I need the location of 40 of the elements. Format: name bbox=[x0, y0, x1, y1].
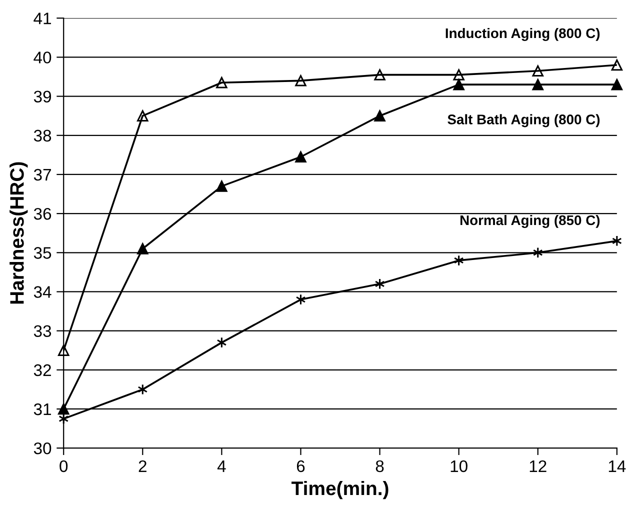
y-tick-label: 34 bbox=[34, 286, 52, 298]
x-tick-label: 0 bbox=[60, 460, 68, 472]
x-tick-label: 10 bbox=[450, 460, 468, 472]
point bbox=[374, 69, 386, 80]
x-tick-label: 4 bbox=[217, 460, 226, 472]
point bbox=[374, 110, 386, 122]
y-tick-label: 32 bbox=[34, 364, 51, 376]
y-tick-label: 41 bbox=[34, 12, 51, 24]
y-tick-label: 39 bbox=[34, 90, 52, 103]
point bbox=[216, 180, 228, 192]
y-axis-title: Hardness(HRC) bbox=[10, 162, 28, 304]
y-tick-label: 38 bbox=[34, 130, 52, 142]
point bbox=[137, 110, 148, 122]
point bbox=[453, 69, 464, 80]
series-label: Normal Aging (850 C) bbox=[460, 214, 600, 228]
y-tick-label: 31 bbox=[34, 403, 51, 416]
point bbox=[532, 65, 544, 77]
x-tick-label: 6 bbox=[296, 460, 305, 472]
point bbox=[611, 59, 623, 71]
x-axis-title: Time(min.) bbox=[292, 480, 388, 500]
y-tick-label: 30 bbox=[34, 442, 52, 454]
point bbox=[532, 78, 544, 90]
x-tick-label: 12 bbox=[530, 460, 546, 472]
point bbox=[295, 75, 306, 86]
point bbox=[295, 151, 306, 163]
point bbox=[137, 243, 148, 254]
point bbox=[216, 76, 228, 88]
series-label: Induction Aging (800 C) bbox=[446, 28, 600, 41]
x-tick-label: 14 bbox=[608, 460, 626, 472]
point bbox=[611, 78, 623, 90]
point bbox=[58, 344, 70, 356]
y-tick-label: 40 bbox=[34, 52, 52, 64]
y-tick-label: 36 bbox=[34, 208, 52, 220]
series-label: Salt Bath Aging (800 C) bbox=[448, 114, 600, 128]
x-tick-label: 8 bbox=[376, 460, 384, 472]
point bbox=[453, 78, 464, 90]
y-tick-label: 37 bbox=[34, 168, 51, 181]
x-tick-label: 2 bbox=[138, 460, 146, 472]
y-tick-label: 33 bbox=[34, 325, 52, 338]
y-tick-label: 35 bbox=[34, 247, 52, 259]
